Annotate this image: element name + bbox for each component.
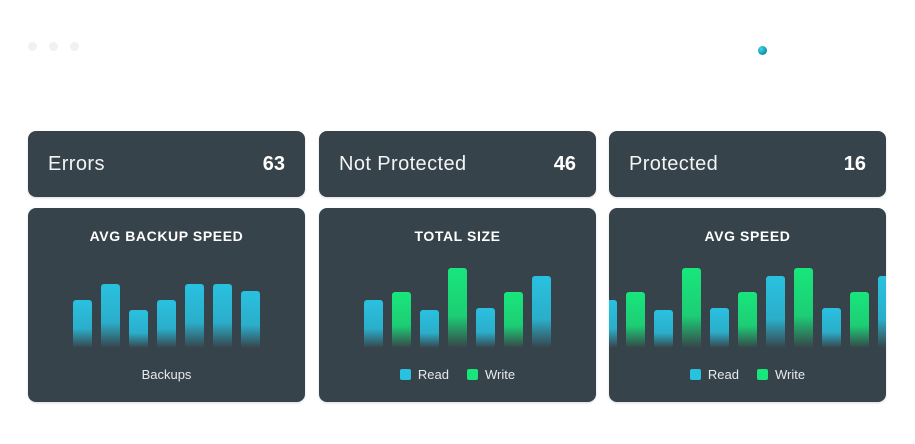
window-dot[interactable] [70,42,79,51]
chart-bar-write [392,292,411,348]
chart-bar-write [626,292,645,348]
stat-card-protected[interactable]: Protected 16 [609,131,886,197]
legend-label: Read [707,367,739,382]
chart-card-avg-speed: AVG SPEED Read Write [609,208,886,402]
chart-bar-read [878,276,886,348]
chart-bar-write [794,268,813,348]
legend-item-read[interactable]: Read [399,367,449,382]
legend-swatch-read [399,369,411,380]
stat-value: 46 [553,152,576,175]
legend-label: Write [774,367,806,382]
stat-label: Not Protected [339,152,467,175]
bar-chart [609,268,886,348]
chart-bar-read [73,300,92,348]
legend-swatch-write [466,369,478,380]
chart-bar-read [822,308,841,348]
stat-label: Protected [629,152,719,175]
legend-item-write[interactable]: Write [466,367,516,382]
chart-bar-write [682,268,701,348]
legend-item-write[interactable]: Write [756,367,806,382]
chart-bar-read [476,308,495,348]
chart-bar-read [101,284,120,348]
legend-label: Write [484,367,516,382]
bar-chart [73,284,260,348]
stat-card-not-protected[interactable]: Not Protected 46 [319,131,596,197]
window-dot[interactable] [28,42,37,51]
chart-bar-read [609,300,617,348]
chart-bar-read [710,308,729,348]
chart-card-total-size: TOTAL SIZE Read Write [319,208,596,402]
stat-card-errors[interactable]: Errors 63 [28,131,305,197]
chart-bar-read [185,284,204,348]
legend-swatch-read [689,369,701,380]
chart-legend: Read Write [319,367,596,382]
legend-swatch-write [756,369,768,380]
chart-bar-read [213,284,232,348]
chart-bar-read [654,310,673,348]
legend-label: Read [417,367,449,382]
window-controls [28,42,79,51]
chart-caption: Backups [141,367,192,382]
chart-bar-read [532,276,551,348]
legend-item-read[interactable]: Read [689,367,739,382]
chart-bar-write [448,268,467,348]
status-indicator [758,46,767,55]
stat-value: 63 [262,152,285,175]
chart-title: AVG BACKUP SPEED [89,228,244,244]
stat-value: 16 [843,152,866,175]
chart-bar-write [738,292,757,348]
chart-bar-read [420,310,439,348]
chart-bar-read [766,276,785,348]
chart-bar-read [157,300,176,348]
window-dot[interactable] [49,42,58,51]
chart-card-avg-backup-speed: AVG BACKUP SPEED Backups [28,208,305,402]
stat-label: Errors [48,152,105,175]
chart-title: AVG SPEED [704,228,791,244]
chart-bar-read [241,291,260,348]
chart-legend: Read Write [609,367,886,382]
chart-bar-read [364,300,383,348]
chart-bar-read [129,310,148,348]
chart-title: TOTAL SIZE [414,228,501,244]
chart-bar-write [850,292,869,348]
chart-bar-write [504,292,523,348]
bar-chart [364,268,551,348]
